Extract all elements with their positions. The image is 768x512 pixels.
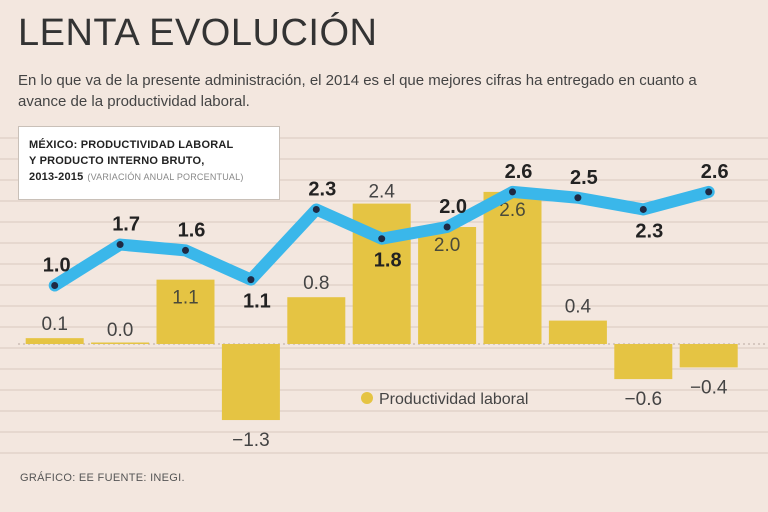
- bar-productividad: [91, 342, 150, 344]
- line-value-label: 1.7: [112, 214, 140, 236]
- bar-value-label: 2.6: [499, 200, 525, 221]
- heading-years: 2013-2015: [29, 171, 84, 183]
- bar-productividad: [548, 320, 607, 344]
- bar-productividad: [156, 279, 215, 344]
- heading-line-2: Y PRODUCTO INTERNO BRUTO,: [29, 155, 205, 167]
- bar-value-label: −1.3: [232, 430, 270, 451]
- bar-value-label: 0.0: [107, 320, 133, 341]
- bar-productividad: [418, 227, 477, 344]
- line-value-label: 1.8: [374, 250, 402, 272]
- bar-value-label: 2.4: [368, 182, 395, 203]
- line-point-pib: [182, 246, 189, 254]
- bar-value-label: 0.8: [303, 273, 329, 294]
- chart-heading-box: MÉXICO: PRODUCTIVIDAD LABORAL Y PRODUCTO…: [18, 126, 280, 200]
- chart-title: LENTA EVOLUCIÓN: [18, 12, 378, 54]
- bar-productividad: [679, 344, 738, 368]
- bar-value-label: 1.1: [172, 288, 198, 309]
- line-point-pib: [116, 241, 124, 249]
- legend-swatch-productividad: [361, 392, 373, 404]
- bar-productividad: [483, 191, 542, 344]
- line-point-pib: [443, 223, 451, 231]
- bar-value-label: 2.0: [434, 235, 460, 256]
- line-value-label: 2.6: [701, 161, 729, 183]
- line-value-label: 1.1: [243, 291, 271, 313]
- line-point-pib: [574, 194, 582, 202]
- line-point-pib: [51, 282, 59, 289]
- line-point-pib: [312, 205, 320, 213]
- line-point-pib: [705, 188, 713, 196]
- line-value-label: 1.6: [178, 219, 206, 241]
- line-value-label: 2.3: [635, 220, 663, 242]
- heading-line-3: 2013-2015 (VARIACIÓN ANUAL PORCENTUAL): [29, 169, 271, 185]
- line-value-label: 2.3: [308, 178, 336, 200]
- bar-productividad: [614, 344, 673, 380]
- legend-label-productividad: Productividad laboral: [379, 391, 528, 408]
- line-value-label: 1.0: [43, 255, 71, 277]
- line-point-pib: [509, 188, 516, 196]
- bar-value-label: 0.1: [41, 314, 67, 335]
- bar-value-label: −0.6: [625, 389, 663, 410]
- heading-line-1: MÉXICO: PRODUCTIVIDAD LABORAL: [29, 139, 234, 151]
- source-footer: GRÁFICO: EE FUENTE: INEGI.: [20, 472, 185, 484]
- heading-unit: (VARIACIÓN ANUAL PORCENTUAL): [87, 172, 244, 182]
- bar-productividad: [25, 338, 84, 344]
- bar-productividad: [221, 344, 280, 421]
- bar-value-label: 0.4: [565, 297, 592, 318]
- chart-subtitle: En lo que va de la presente administraci…: [18, 72, 697, 110]
- bar-productividad: [287, 297, 346, 344]
- bar-value-label: −0.4: [690, 377, 728, 398]
- line-value-label: 2.5: [570, 167, 598, 189]
- line-point-pib: [247, 276, 255, 284]
- line-value-label: 2.6: [505, 161, 533, 183]
- line-point-pib: [378, 235, 386, 243]
- line-point-pib: [639, 205, 647, 213]
- line-value-label: 2.0: [439, 196, 467, 218]
